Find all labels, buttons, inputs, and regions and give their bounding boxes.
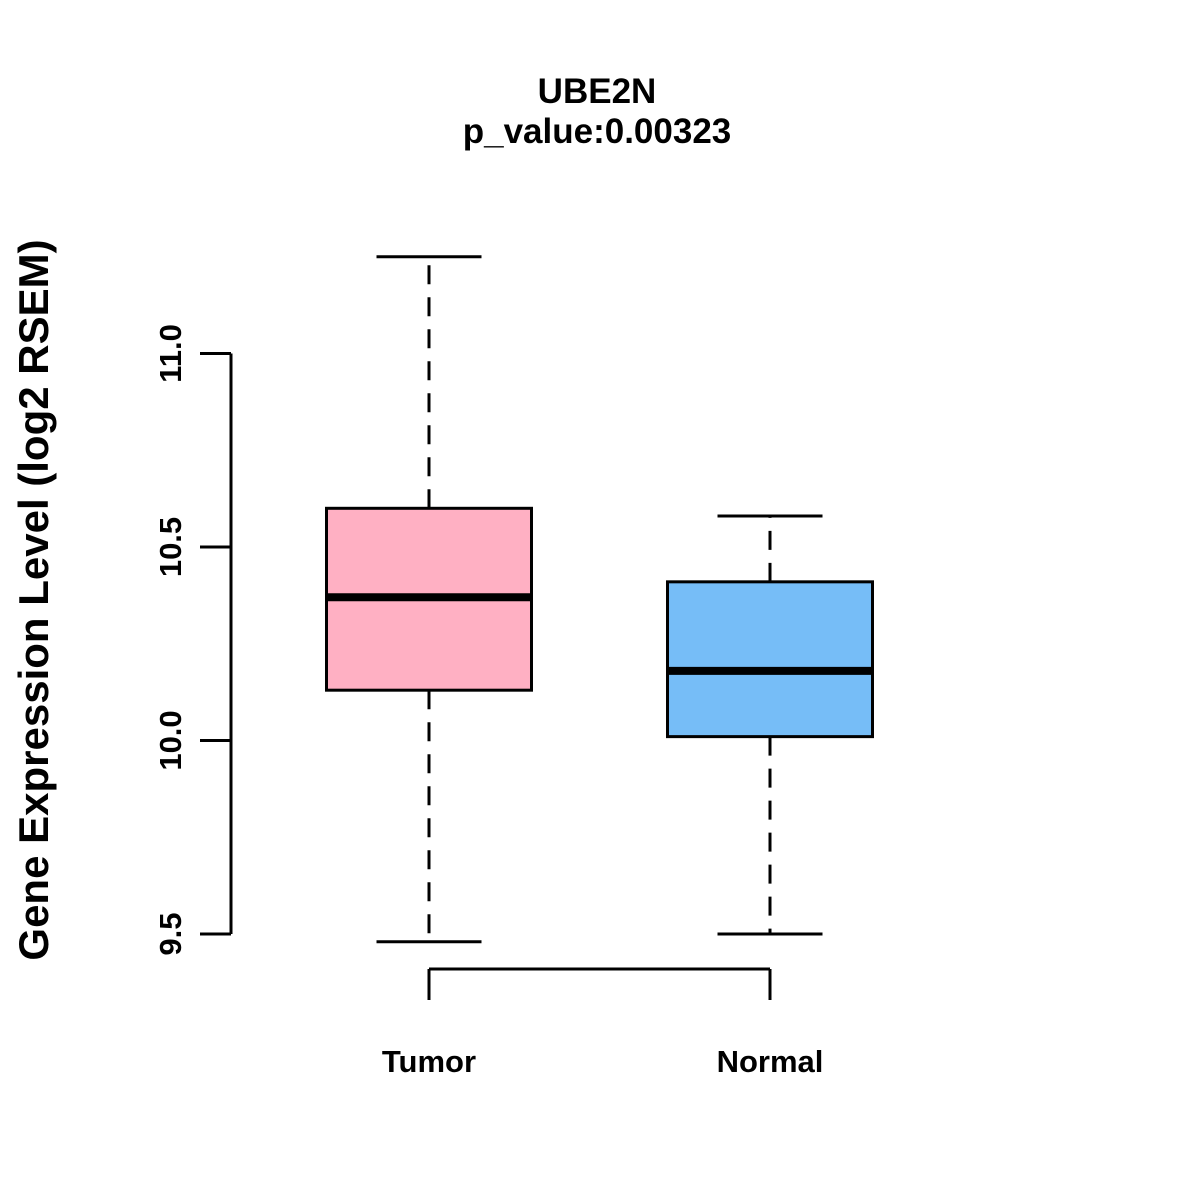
box-group <box>325 255 874 944</box>
y-axis: 9.5 10.0 10.5 11.0 <box>153 324 233 956</box>
x-axis-bracket <box>427 967 772 1000</box>
x-category-labels: Tumor Normal <box>382 1044 823 1079</box>
y-tick-label-9.5: 9.5 <box>153 912 188 955</box>
y-axis-label: Gene Expression Level (log2 RSEM) <box>10 239 57 960</box>
y-tick-label-10.0: 10.0 <box>153 710 188 770</box>
chart-pvalue-subtitle: p_value:0.00323 <box>463 112 732 151</box>
y-tick-label-11.0: 11.0 <box>153 324 188 383</box>
x-category-label-normal: Normal <box>717 1044 824 1079</box>
y-tick-label-10.5: 10.5 <box>153 517 188 577</box>
normal-box <box>666 580 874 739</box>
x-category-label-tumor: Tumor <box>382 1044 476 1079</box>
chart-title: UBE2N <box>538 72 657 111</box>
